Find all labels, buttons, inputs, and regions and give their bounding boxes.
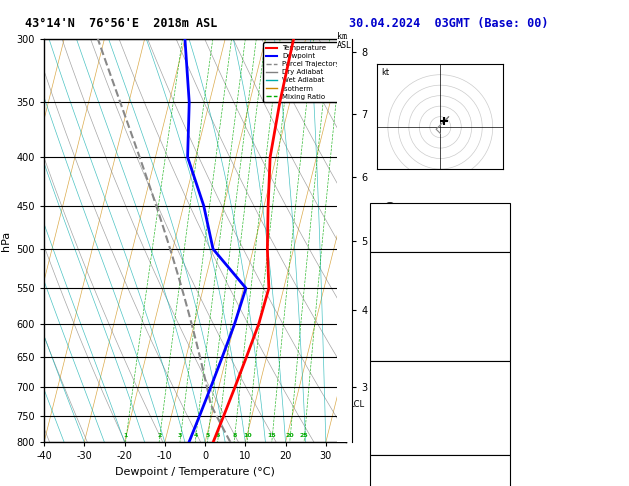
Text: 0: 0 (504, 346, 509, 356)
Text: 4: 4 (193, 433, 198, 438)
Text: 0.6: 0.6 (492, 286, 509, 296)
Text: CAPE (J): CAPE (J) (374, 425, 421, 435)
Text: θₑ (K): θₑ (K) (374, 395, 409, 405)
Text: 550: 550 (492, 380, 509, 390)
Text: Lifted Index: Lifted Index (374, 410, 444, 420)
Text: 1: 1 (124, 433, 128, 438)
Text: 315: 315 (492, 395, 509, 405)
Text: Hodograph: Hodograph (416, 459, 469, 469)
Text: 15: 15 (267, 433, 276, 438)
Text: 3: 3 (178, 433, 182, 438)
Text: Pressure (mb): Pressure (mb) (374, 380, 450, 390)
Text: 8: 8 (232, 433, 237, 438)
Text: K: K (374, 207, 379, 217)
Text: Most Unstable: Most Unstable (404, 365, 481, 375)
Text: CIN (J): CIN (J) (374, 346, 415, 356)
Text: 0: 0 (504, 440, 509, 451)
Text: 2: 2 (157, 433, 162, 438)
Text: kt: kt (382, 68, 390, 77)
Text: Totals Totals: Totals Totals (374, 222, 450, 232)
Text: 25: 25 (300, 433, 309, 438)
Text: km: km (337, 32, 347, 41)
Text: Dewp (°C): Dewp (°C) (374, 286, 426, 296)
Text: Lifted Index: Lifted Index (374, 316, 444, 326)
Text: 30.04.2024  03GMT (Base: 00): 30.04.2024 03GMT (Base: 00) (349, 17, 548, 30)
Text: 5: 5 (504, 474, 509, 485)
Text: 0.9: 0.9 (492, 237, 509, 247)
Text: © weatheronline.co.uk: © weatheronline.co.uk (387, 472, 492, 481)
Text: 0: 0 (504, 331, 509, 341)
Text: 311: 311 (492, 301, 509, 311)
Text: PW (cm): PW (cm) (374, 237, 415, 247)
Text: EH: EH (374, 474, 386, 485)
Y-axis label: hPa: hPa (1, 230, 11, 251)
Text: 0: 0 (504, 425, 509, 435)
Text: CAPE (J): CAPE (J) (374, 331, 421, 341)
X-axis label: Dewpoint / Temperature (°C): Dewpoint / Temperature (°C) (115, 467, 275, 477)
Text: 6: 6 (504, 316, 509, 326)
Text: ASL: ASL (337, 41, 352, 51)
Text: 6.3: 6.3 (492, 271, 509, 281)
Text: 6: 6 (216, 433, 220, 438)
Text: Surface: Surface (421, 256, 463, 266)
Text: Temp (°C): Temp (°C) (374, 271, 426, 281)
Text: LCL: LCL (349, 400, 364, 409)
Text: -9999: -9999 (480, 222, 509, 232)
Text: 20: 20 (286, 433, 294, 438)
Text: 10: 10 (243, 433, 252, 438)
Text: 5: 5 (206, 433, 210, 438)
Text: Mixing Ratio (g/kg): Mixing Ratio (g/kg) (387, 201, 396, 280)
Text: 43°14'N  76°56'E  2018m ASL: 43°14'N 76°56'E 2018m ASL (25, 17, 218, 30)
Legend: Temperature, Dewpoint, Parcel Trajectory, Dry Adiabat, Wet Adiabat, Isotherm, Mi: Temperature, Dewpoint, Parcel Trajectory… (264, 42, 342, 103)
Text: 3: 3 (504, 410, 509, 420)
Text: θₑ(K): θₑ(K) (374, 301, 403, 311)
Text: -9999: -9999 (480, 207, 509, 217)
Text: CIN (J): CIN (J) (374, 440, 415, 451)
